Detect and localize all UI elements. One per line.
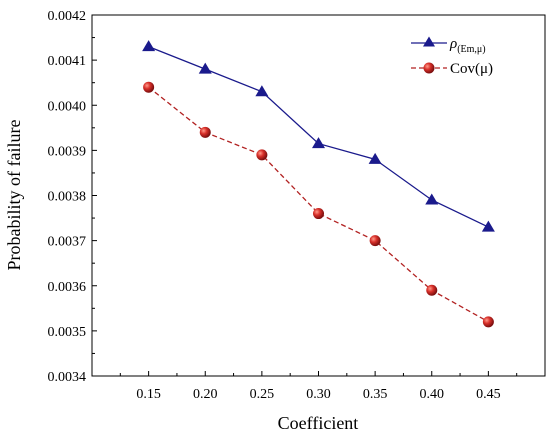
- data-point-circle: [369, 235, 381, 247]
- y-axis-ticks: 0.0034 0.0035 0.0036 0.0037 0.0038 0.0039 0.00…: [48, 9, 97, 385]
- legend-label-cov: Cov(μ): [450, 61, 493, 77]
- series-layer: [142, 40, 495, 328]
- y-tick-label: 0.0037: [48, 235, 87, 250]
- data-point-triangle: [481, 220, 495, 232]
- y-tick-label: 0.0038: [48, 190, 87, 205]
- legend-marker-circle: [423, 62, 435, 74]
- x-tick-label: 0.40: [420, 387, 445, 402]
- data-point-circle: [256, 149, 268, 161]
- data-point-circle: [199, 126, 211, 138]
- y-tick-label: 0.0035: [48, 325, 87, 340]
- x-tick-label: 0.45: [476, 387, 501, 402]
- data-point-circle: [482, 316, 494, 328]
- data-point-circle: [313, 208, 324, 220]
- x-tick-label: 0.25: [250, 387, 275, 402]
- x-tick-label: 0.20: [193, 387, 218, 402]
- legend-entry-cov: Cov(μ): [411, 61, 493, 77]
- y-tick-label: 0.0039: [48, 144, 87, 159]
- data-point-triangle: [312, 137, 325, 149]
- series-line-0: [148, 45, 489, 228]
- legend-entry-rho: ρ(Em,μ): [411, 36, 486, 55]
- y-tick-label: 0.0041: [48, 54, 87, 69]
- data-point-triangle: [368, 152, 382, 164]
- data-point-triangle: [198, 62, 212, 74]
- x-tick-label: 0.15: [136, 387, 161, 402]
- legend-marker-triangle: [423, 36, 435, 47]
- data-point-circle: [143, 81, 155, 93]
- legend-label-rho: ρ(Em,μ): [449, 36, 486, 55]
- y-tick-label: 0.0036: [48, 280, 87, 295]
- y-tick-label: 0.0034: [48, 370, 87, 385]
- data-point-triangle: [255, 85, 269, 97]
- legend: ρ(Em,μ) Cov(μ): [411, 36, 493, 77]
- x-tick-label: 0.35: [363, 387, 388, 402]
- data-point-triangle: [142, 40, 156, 52]
- y-axis-title: Probability of failure: [4, 120, 24, 271]
- data-point-triangle: [425, 193, 439, 205]
- data-point-circle: [426, 284, 438, 296]
- x-tick-label: 0.30: [306, 387, 331, 402]
- x-axis-title: Coefficient: [278, 413, 359, 433]
- x-axis-ticks: 0.15 0.20 0.25 0.30 0.35 0.40 0.45: [119, 371, 518, 402]
- y-tick-label: 0.0040: [48, 99, 87, 114]
- y-tick-label: 0.0042: [48, 9, 87, 24]
